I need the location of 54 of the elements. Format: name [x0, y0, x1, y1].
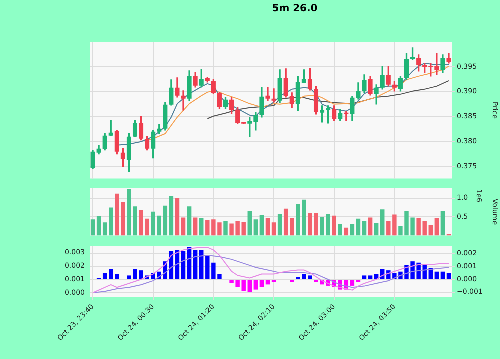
- candlestick: [266, 87, 270, 102]
- bar: [428, 225, 433, 236]
- bar: [224, 221, 228, 236]
- bar: [102, 273, 108, 280]
- bar: [102, 222, 108, 236]
- bar: [90, 220, 96, 236]
- bar: [260, 280, 264, 288]
- bar: [290, 218, 294, 236]
- bar: [350, 280, 355, 286]
- bar: [181, 218, 186, 236]
- bar: [260, 215, 264, 236]
- bar: [332, 216, 336, 236]
- bar: [187, 206, 192, 236]
- bar: [193, 218, 198, 236]
- bar: [254, 220, 258, 236]
- bar: [169, 196, 174, 236]
- bar: [380, 210, 385, 236]
- bar: [284, 208, 288, 236]
- bar: [278, 214, 282, 236]
- chart-title: 5m 26.0: [272, 4, 318, 15]
- bar: [368, 276, 373, 280]
- bar: [200, 250, 204, 280]
- bar: [200, 218, 204, 236]
- bar: [109, 208, 114, 236]
- bar: [356, 218, 361, 236]
- bar: [440, 272, 446, 280]
- bar: [434, 272, 440, 280]
- bar: [175, 198, 180, 236]
- bar: [248, 211, 252, 236]
- bar: [163, 206, 168, 236]
- bar: [362, 276, 367, 280]
- bar: [338, 224, 342, 236]
- candlestick: [272, 88, 276, 103]
- bar: [266, 218, 270, 236]
- bar: [96, 216, 102, 236]
- bar: [193, 250, 198, 280]
- bar: [272, 222, 276, 236]
- bar: [434, 218, 440, 236]
- bar: [254, 280, 258, 290]
- bar: [374, 223, 379, 236]
- bar: [440, 211, 446, 236]
- bar: [368, 218, 373, 236]
- bar: [248, 280, 252, 292]
- bar: [115, 274, 120, 280]
- bar: [446, 273, 452, 280]
- bar: [157, 216, 162, 236]
- bar: [109, 269, 114, 280]
- bar: [266, 280, 270, 285]
- bar: [344, 228, 349, 236]
- bar: [181, 251, 186, 280]
- bar: [350, 224, 355, 236]
- bar: [362, 221, 367, 236]
- candlestick: [181, 90, 186, 111]
- bar: [151, 212, 156, 236]
